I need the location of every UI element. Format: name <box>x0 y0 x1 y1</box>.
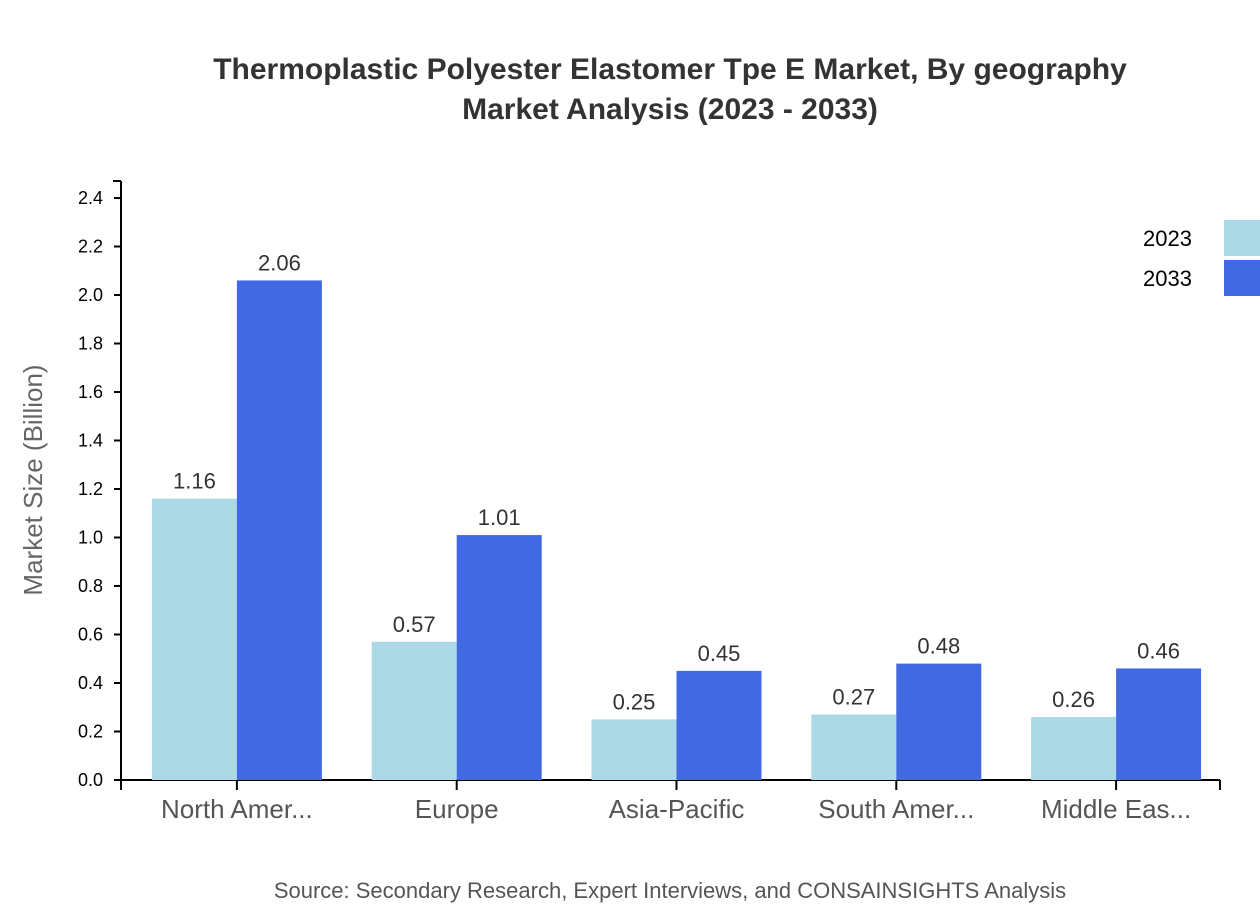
y-tick-label: 0.0 <box>78 770 103 790</box>
bar-2033 <box>236 280 322 780</box>
bar-2023 <box>1031 716 1117 780</box>
y-tick-label: 0.2 <box>78 722 103 742</box>
bar-2023 <box>371 641 457 780</box>
chart-title-line1: Thermoplastic Polyester Elastomer Tpe E … <box>213 53 1127 86</box>
y-tick-label: 2.2 <box>78 237 103 257</box>
bar-2033 <box>1116 668 1202 780</box>
bar-value-label: 0.45 <box>698 641 741 666</box>
chart-title: Thermoplastic Polyester Elastomer Tpe E … <box>0 50 1260 130</box>
y-tick-label: 2.4 <box>78 188 103 208</box>
bar-2023 <box>151 498 237 780</box>
y-tick-label: 1.4 <box>78 431 103 451</box>
y-tick-label: 1.0 <box>78 528 103 548</box>
bar-2033 <box>676 670 762 780</box>
bar-value-label: 0.46 <box>1137 638 1180 663</box>
bar-2023 <box>591 719 677 780</box>
source-note: Source: Secondary Research, Expert Inter… <box>273 878 1067 903</box>
y-tick-label: 1.6 <box>78 382 103 402</box>
legend-label: 2023 <box>1143 226 1192 251</box>
x-tick-label: South Amer... <box>818 794 974 824</box>
y-tick-label: 1.8 <box>78 334 103 354</box>
x-tick-label: Europe <box>415 794 499 824</box>
bar-value-label: 2.06 <box>258 250 301 275</box>
x-tick-label: Middle Eas... <box>1041 794 1191 824</box>
y-tick-label: 2.0 <box>78 285 103 305</box>
y-tick-label: 0.4 <box>78 673 103 693</box>
bar-value-label: 0.27 <box>832 685 875 710</box>
legend-swatch-2033 <box>1224 260 1260 296</box>
bar-2023 <box>811 714 897 780</box>
x-tick-label: Asia-Pacific <box>609 794 745 824</box>
bar-2033 <box>456 535 542 780</box>
bar-value-label: 1.16 <box>173 469 216 494</box>
bar-value-label: 0.26 <box>1052 687 1095 712</box>
bar-value-label: 0.57 <box>393 612 436 637</box>
legend-label: 2033 <box>1143 266 1192 291</box>
legend-swatch-2023 <box>1224 220 1260 256</box>
y-axis-label: Market Size (Billion) <box>18 364 48 595</box>
y-tick-label: 0.8 <box>78 576 103 596</box>
bar-value-label: 1.01 <box>478 505 521 530</box>
bar-value-label: 0.48 <box>917 634 960 659</box>
chart-title-line2: Market Analysis (2023 - 2033) <box>462 93 878 126</box>
y-tick-label: 1.2 <box>78 479 103 499</box>
x-tick-label: North Amer... <box>161 794 313 824</box>
y-tick-label: 0.6 <box>78 625 103 645</box>
bar-value-label: 0.25 <box>613 689 656 714</box>
bar-2033 <box>896 663 982 780</box>
